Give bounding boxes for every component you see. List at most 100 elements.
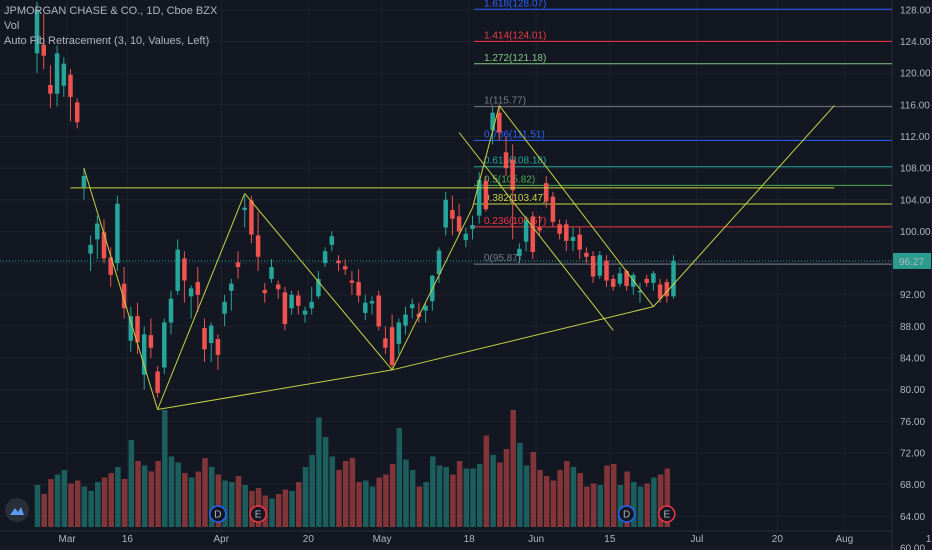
volume-bar [188, 477, 195, 527]
pattern-line [244, 193, 393, 371]
candle-body [483, 180, 489, 210]
candle-body [396, 322, 402, 344]
volume-indicator-label[interactable]: Vol [4, 20, 20, 32]
candle-body [235, 262, 241, 268]
pattern-line [157, 193, 246, 410]
volume-bar [115, 467, 121, 527]
candle-body [403, 314, 408, 326]
fib-level-label: 0.618(108.18) [484, 156, 546, 167]
volume-bar [637, 486, 644, 527]
fib-level-label: 1(115.77) [484, 96, 526, 107]
volume-bar [168, 456, 175, 527]
pattern-line [83, 167, 159, 410]
volume-bar [289, 491, 295, 527]
candle-body [162, 322, 167, 368]
candle-body [141, 334, 147, 375]
candle-body [275, 284, 281, 290]
volume-bar [336, 470, 342, 527]
pattern-line [498, 105, 654, 307]
volume-bar [517, 443, 523, 527]
volume-bar [383, 474, 389, 527]
candle-body [289, 294, 294, 309]
y-tick-label: 120.00 [900, 69, 931, 80]
volume-bar [296, 482, 302, 527]
last-price-tag [893, 252, 931, 269]
pattern-line [653, 105, 835, 307]
y-tick-label: 92.00 [900, 290, 925, 301]
candle-body [155, 371, 160, 393]
candle-body [651, 273, 656, 283]
volume-bar [316, 417, 322, 527]
volume-bar [309, 455, 315, 527]
volume-bar [128, 440, 135, 527]
y-tick-label: 60.00 [900, 544, 925, 550]
volume-bar [483, 435, 490, 527]
pattern-line [391, 207, 473, 371]
last-price-label: 96.27 [899, 257, 924, 268]
symbol-title[interactable]: JPMORGAN CHASE & CO., 1D, Cboe BZX [4, 5, 218, 17]
candle-body [436, 250, 442, 275]
candle-body [409, 304, 415, 309]
y-tick-label: 80.00 [900, 385, 925, 396]
volume-bar [490, 455, 496, 527]
volume-bar [631, 482, 637, 527]
candle-body [41, 44, 46, 56]
dividend-marker-label: D [214, 510, 221, 521]
candle-body [443, 199, 448, 228]
candle-body [570, 236, 576, 241]
volume-bar [664, 468, 671, 527]
candle-body [537, 227, 542, 231]
candle-body [249, 200, 254, 235]
candle-body [456, 216, 462, 232]
fib-level-label: 0.5(105.82) [484, 174, 535, 185]
volume-bar [644, 483, 650, 527]
volume-bar [208, 467, 215, 527]
y-tick-label: 64.00 [900, 512, 925, 523]
volume-bar [497, 462, 503, 527]
volume-bar [74, 480, 81, 527]
volume-bar [436, 465, 443, 527]
volume-bar [41, 494, 47, 527]
x-tick-label: 18 [464, 534, 476, 545]
fib-indicator-label[interactable]: Auto Fib Retracement (3, 10, Values, Lef… [4, 35, 210, 47]
volume-bar [235, 476, 242, 527]
fib-level-label: 0(95.87) [484, 253, 521, 264]
candle-body [329, 236, 335, 245]
volume-bar [88, 491, 94, 527]
volume-bar [141, 465, 148, 527]
y-tick-label: 68.00 [900, 480, 925, 491]
pattern-line [391, 306, 654, 371]
volume-bar [450, 474, 456, 527]
volume-bar [356, 482, 362, 527]
candle-body [389, 327, 395, 366]
volume-bar [34, 485, 41, 527]
pattern-line [157, 369, 393, 410]
candle-body [222, 301, 227, 314]
volume-bar [577, 473, 583, 527]
candle-body [503, 152, 509, 169]
volume-bar [215, 474, 222, 527]
x-tick-label: Jun [528, 534, 544, 545]
volume-bar [396, 428, 403, 527]
candle-body [604, 260, 609, 281]
tradingview-logo-icon[interactable] [5, 498, 29, 522]
y-tick-label: 124.00 [900, 37, 931, 48]
candle-body [242, 207, 247, 211]
volume-bar [282, 489, 289, 527]
volume-bar [121, 479, 128, 527]
volume-bar [54, 474, 61, 527]
candle-body [376, 295, 381, 327]
y-tick-label: 108.00 [900, 164, 931, 175]
dividend-marker [209, 505, 227, 523]
candle-body [128, 316, 134, 341]
candle-body [671, 260, 676, 297]
volume-bar [242, 485, 248, 527]
candle-body [369, 301, 375, 304]
candle-body [383, 338, 388, 348]
dividend-marker [617, 505, 636, 523]
candle-body [229, 283, 234, 291]
candle-body [363, 302, 368, 313]
candle-body [322, 251, 328, 264]
